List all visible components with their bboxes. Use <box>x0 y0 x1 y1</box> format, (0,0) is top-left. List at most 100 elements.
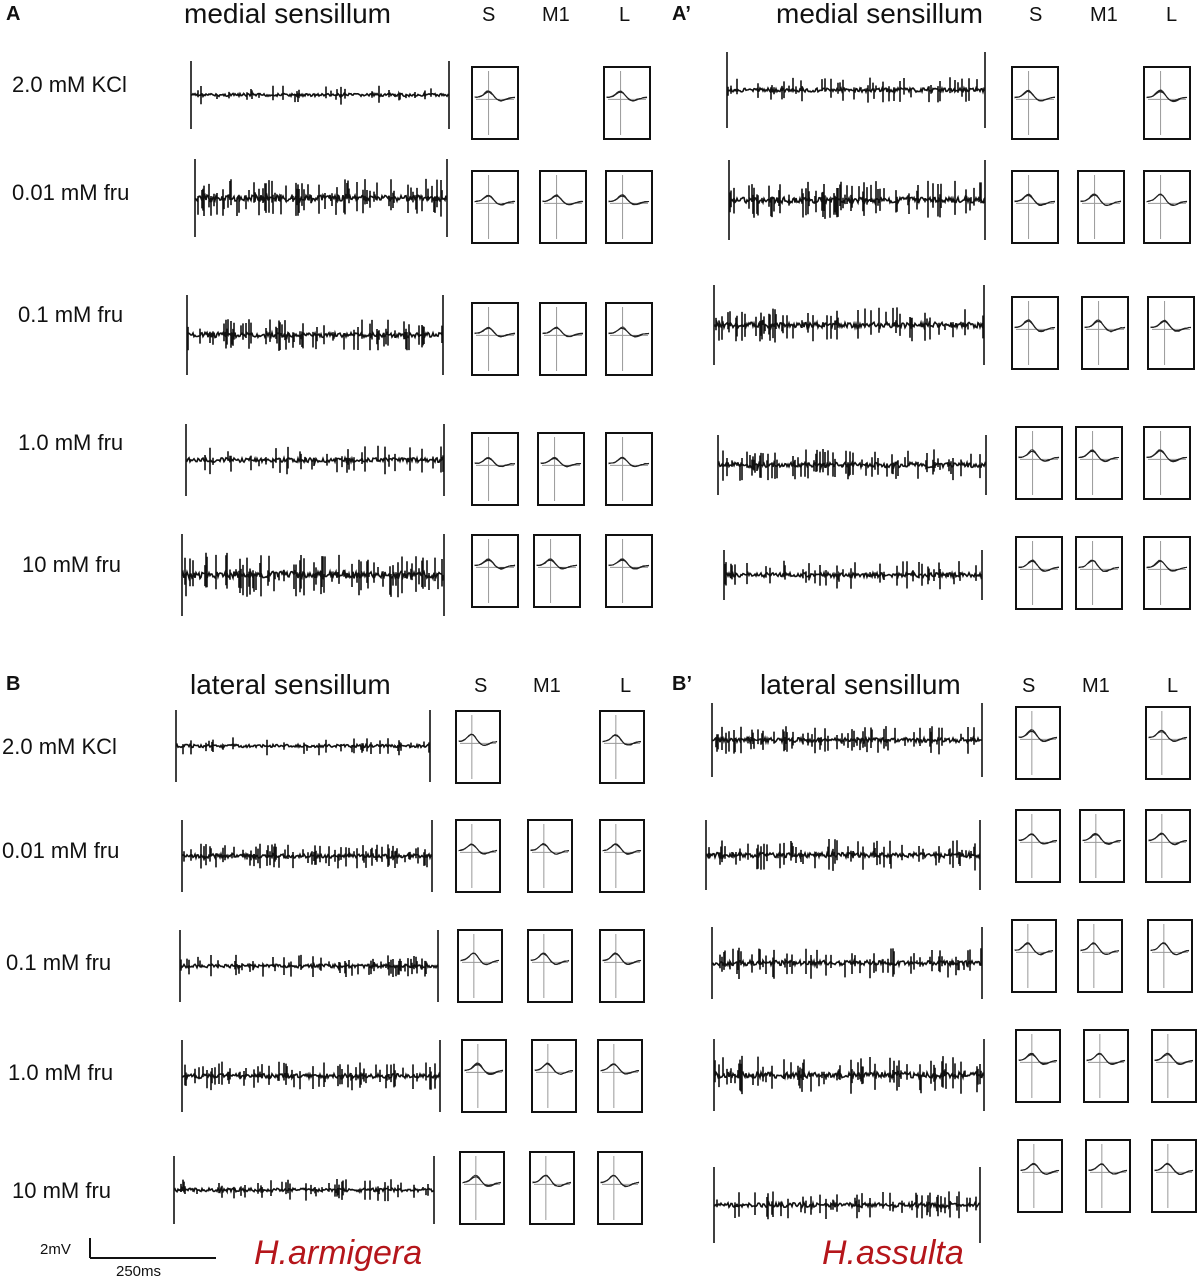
col-header-b-prime-l: L <box>1167 675 1179 697</box>
waveform-box <box>1077 919 1123 993</box>
waveform-box <box>537 432 585 506</box>
scale-bar <box>89 1238 216 1259</box>
col-header-b-m1: M1 <box>533 675 561 697</box>
waveform-box <box>1017 1139 1063 1213</box>
waveform-box <box>1081 296 1129 370</box>
spike-trace <box>179 930 439 1002</box>
waveform-box <box>599 710 645 784</box>
panel-title-b-prime: lateral sensillum <box>760 669 961 700</box>
waveform-box <box>599 819 645 893</box>
conc-label-b-kcl: 2.0 mM KCl <box>2 734 117 759</box>
waveform-box <box>471 170 519 244</box>
conc-label-b-001: 0.01 mM fru <box>2 838 120 863</box>
waveform-box <box>1011 919 1057 993</box>
panel-letter-b-prime: B’ <box>672 673 692 695</box>
species-label-right: H.assulta <box>822 1234 964 1272</box>
waveform-box <box>1015 706 1061 780</box>
col-header-a-s: S <box>482 4 496 26</box>
species-label-left: H.armigera <box>254 1234 423 1272</box>
waveform-box <box>527 929 573 1003</box>
col-header-a-prime-m1: M1 <box>1090 4 1118 26</box>
spike-trace <box>717 435 987 495</box>
waveform-box <box>1143 66 1191 140</box>
conc-label-a-kcl: 2.0 mM KCl <box>12 72 127 97</box>
spike-trace <box>194 159 448 237</box>
conc-label-b-01: 0.1 mM fru <box>6 950 112 975</box>
waveform-box <box>1015 809 1061 883</box>
spike-trace <box>181 1040 441 1112</box>
waveform-box <box>603 66 651 140</box>
waveform-box <box>533 534 581 608</box>
waveform-box <box>1079 809 1125 883</box>
spike-trace <box>711 703 983 777</box>
panel-title-a-prime: medial sensillum <box>776 0 983 29</box>
col-header-b-prime-s: S <box>1022 675 1036 697</box>
waveform-box <box>539 170 587 244</box>
waveform-box <box>1077 170 1125 244</box>
waveform-box <box>471 534 519 608</box>
conc-label-b-1: 1.0 mM fru <box>8 1060 114 1085</box>
panel-title-b: lateral sensillum <box>190 669 391 700</box>
conc-label-a-01: 0.1 mM fru <box>18 302 124 327</box>
waveform-box <box>1011 66 1059 140</box>
waveform-box <box>1145 706 1191 780</box>
spike-trace <box>181 820 433 892</box>
waveform-box <box>1015 426 1063 500</box>
spike-trace <box>186 295 444 375</box>
conc-label-b-10: 10 mM fru <box>12 1178 112 1203</box>
waveform-box <box>597 1151 643 1225</box>
spike-trace <box>181 534 445 616</box>
spike-trace <box>705 820 981 890</box>
waveform-box <box>471 302 519 376</box>
col-header-b-l: L <box>620 675 632 697</box>
scale-voltage-label: 2mV <box>40 1241 71 1258</box>
waveform-box <box>1143 426 1191 500</box>
spike-trace <box>713 1039 985 1111</box>
conc-label-a-10: 10 mM fru <box>22 552 122 577</box>
waveform-box <box>1075 426 1123 500</box>
conc-label-a-1: 1.0 mM fru <box>18 430 124 455</box>
waveform-box <box>1075 536 1123 610</box>
waveform-box <box>471 66 519 140</box>
waveform-box <box>597 1039 643 1113</box>
waveform-boxes-layer <box>455 66 1197 1225</box>
traces-layer <box>173 52 987 1243</box>
spike-trace <box>726 52 986 128</box>
panel-title-a: medial sensillum <box>184 0 391 29</box>
waveform-box <box>1145 809 1191 883</box>
spike-trace <box>711 927 983 999</box>
waveform-box <box>1151 1139 1197 1213</box>
waveform-box <box>455 710 501 784</box>
waveform-box <box>455 819 501 893</box>
waveform-box <box>599 929 645 1003</box>
spike-trace <box>173 1156 435 1224</box>
waveform-box <box>1151 1029 1197 1103</box>
waveform-box <box>531 1039 577 1113</box>
spike-trace <box>713 1167 981 1243</box>
waveform-box <box>457 929 503 1003</box>
waveform-box <box>1015 1029 1061 1103</box>
col-header-b-s: S <box>474 675 488 697</box>
panel-letter-a: A <box>6 3 21 25</box>
waveform-box <box>459 1151 505 1225</box>
waveform-box <box>529 1151 575 1225</box>
waveform-box <box>527 819 573 893</box>
col-header-a-prime-s: S <box>1029 4 1043 26</box>
waveform-box <box>605 302 653 376</box>
waveform-box <box>1011 296 1059 370</box>
panel-letter-a-prime: A’ <box>672 3 691 25</box>
waveform-box <box>605 432 653 506</box>
scale-time-label: 250ms <box>116 1263 162 1280</box>
waveform-box <box>1143 170 1191 244</box>
conc-label-a-001: 0.01 mM fru <box>12 180 130 205</box>
col-header-a-l: L <box>619 4 631 26</box>
spike-trace <box>723 550 983 600</box>
waveform-box <box>539 302 587 376</box>
spike-trace <box>175 710 431 782</box>
waveform-box <box>1083 1029 1129 1103</box>
waveform-box <box>1015 536 1063 610</box>
waveform-box <box>1147 296 1195 370</box>
panel-letter-b: B <box>6 673 21 695</box>
spike-trace <box>713 285 985 365</box>
